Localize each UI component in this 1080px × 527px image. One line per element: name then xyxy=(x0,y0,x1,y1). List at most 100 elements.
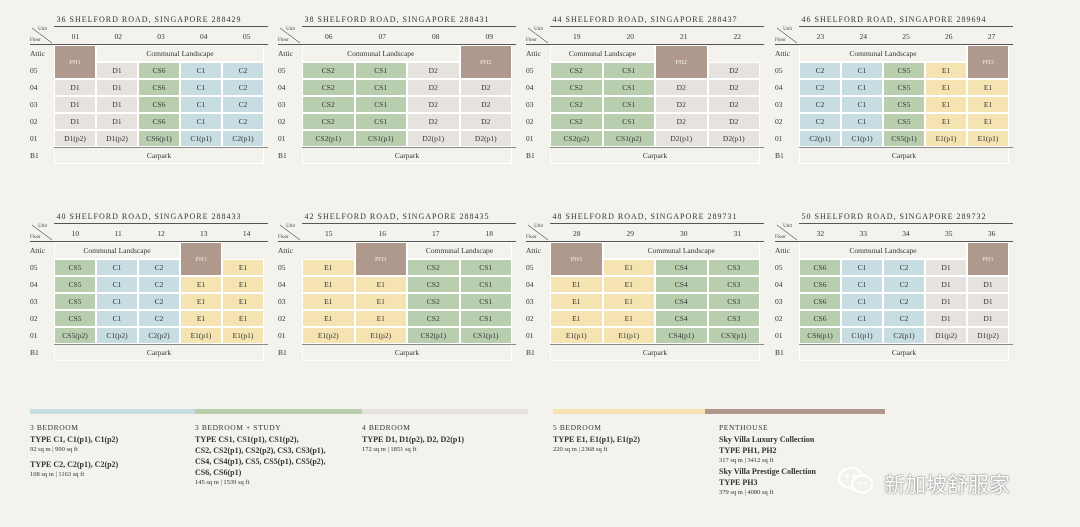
unit-number: 06 xyxy=(325,32,333,41)
unit-cell: CS5 xyxy=(54,293,96,310)
floor-axis-label: Floor xyxy=(30,38,41,43)
floor-label: 04 xyxy=(278,83,286,92)
unit-cell: C2 xyxy=(799,79,841,96)
floor-axis-label: Floor xyxy=(775,235,786,240)
floor-label: B1 xyxy=(775,348,784,357)
unit-number: 04 xyxy=(200,32,208,41)
legend-bar-penthouse xyxy=(705,409,885,414)
floor-label: 04 xyxy=(526,280,534,289)
unit-cell: D2 xyxy=(407,96,460,113)
shared-area: Carpark xyxy=(550,147,760,164)
unit-cell: D2 xyxy=(707,113,760,130)
unit-cell: CS1(p1) xyxy=(459,327,512,344)
unit-header-row: Unit Floor 23 24 25 26 27 xyxy=(775,27,1013,44)
legend-heading: 5 BEDROOM xyxy=(553,423,602,432)
unit-cell: D2 xyxy=(407,113,460,130)
unit-floor-corner: Unit Floor xyxy=(30,27,54,44)
floor-label: 01 xyxy=(30,134,38,143)
legend-size: 108 sq m | 1163 sq ft xyxy=(30,471,85,478)
floor-label: 03 xyxy=(526,297,534,306)
unit-cell: CS2(p2) xyxy=(550,130,603,147)
shared-area: Communal Landscape xyxy=(602,242,760,259)
unit-cell: CS1 xyxy=(354,62,407,79)
carpark-rule xyxy=(550,147,764,148)
unit-cell: D1(p2) xyxy=(96,130,138,147)
carpark-rule xyxy=(799,147,1013,148)
unit-cell: D1 xyxy=(925,259,967,276)
unit-number: 24 xyxy=(859,32,867,41)
unit-cell: CS2 xyxy=(550,79,603,96)
unit-cell: C1(p1) xyxy=(841,327,883,344)
floor-label: 02 xyxy=(30,314,38,323)
floor-label: 03 xyxy=(775,297,783,306)
penthouse-unit: PH3 xyxy=(967,45,1009,79)
unit-cell: C2 xyxy=(222,113,264,130)
unit-cell: CS6(p1) xyxy=(138,130,180,147)
floor-label: 03 xyxy=(278,100,286,109)
unit-grid: Communal Landscape PH1 CS6 C1 C2 D1 CS6 C1 C2 D1 D… xyxy=(799,242,1013,361)
unit-cell: CS2 xyxy=(302,113,355,130)
unit-cell: CS1 xyxy=(354,79,407,96)
unit-cell: C2 xyxy=(138,276,180,293)
unit-cell: E1 xyxy=(222,276,264,293)
title-rule xyxy=(550,223,764,224)
unit-cell: CS1 xyxy=(459,276,512,293)
floor-label: 04 xyxy=(278,280,286,289)
unit-cell: CS3 xyxy=(707,293,760,310)
legend-4-bedroom: 4 BEDROOM TYPE D1, D1(p2), D2, D2(p1) 17… xyxy=(362,422,527,455)
unit-cell: CS1 xyxy=(354,96,407,113)
unit-cell: D1 xyxy=(967,310,1009,327)
shared-area: Carpark xyxy=(302,344,512,361)
unit-cell: CS2(p1) xyxy=(302,130,355,147)
building-block: 50 SHELFORD ROAD, SINGAPORE 289732 Unit Fl… xyxy=(775,211,1013,361)
unit-header-row: Unit Floor 32 33 34 35 36 xyxy=(775,224,1013,241)
floor-label: 03 xyxy=(30,297,38,306)
shared-area: Carpark xyxy=(54,147,264,164)
building-block: 46 SHELFORD ROAD, SINGAPORE 289694 Unit Fl… xyxy=(775,14,1013,164)
unit-floor-corner: Unit Floor xyxy=(775,224,799,241)
unit-floor-corner: Unit Floor xyxy=(526,224,550,241)
unit-cell: CS1 xyxy=(602,79,655,96)
unit-cell: CS2 xyxy=(550,96,603,113)
shared-area: Communal Landscape xyxy=(407,242,512,259)
unit-axis-label: Unit xyxy=(534,224,543,229)
unit-cell: E1 xyxy=(550,293,603,310)
unit-cell: C1 xyxy=(841,310,883,327)
unit-cell: C2 xyxy=(138,310,180,327)
unit-cell: D1(p2) xyxy=(925,327,967,344)
unit-cell: CS4 xyxy=(655,310,708,327)
unit-cell: E1 xyxy=(602,276,655,293)
unit-cell: E1(p1) xyxy=(180,327,222,344)
unit-cell: C2(p1) xyxy=(883,327,925,344)
unit-cell: CS6 xyxy=(799,310,841,327)
unit-cell: CS1 xyxy=(459,310,512,327)
unit-number: 13 xyxy=(200,229,208,238)
penthouse-unit: PH3 xyxy=(550,242,603,276)
shared-area: Communal Landscape xyxy=(302,45,460,62)
unit-cell: CS6 xyxy=(799,293,841,310)
unit-cell: C2 xyxy=(799,113,841,130)
unit-cell: C1 xyxy=(180,62,222,79)
unit-cell: C2 xyxy=(883,310,925,327)
floor-label: 01 xyxy=(526,134,534,143)
unit-cell: CS3 xyxy=(707,259,760,276)
unit-number: 20 xyxy=(626,32,635,41)
legend-heading: PENTHOUSE xyxy=(719,423,769,432)
unit-cell: C1 xyxy=(841,276,883,293)
carpark-rule xyxy=(550,344,764,345)
unit-cell: CS2 xyxy=(407,259,460,276)
floor-label: 05 xyxy=(278,263,286,272)
shared-area: Communal Landscape xyxy=(96,45,264,62)
legend-type: TYPE PH1, PH2 xyxy=(719,446,777,455)
legend-size: 379 sq m | 4080 sq ft xyxy=(719,489,774,496)
unit-cell: CS2 xyxy=(407,276,460,293)
unit-cell: D2 xyxy=(407,79,460,96)
unit-cell: E1(p1) xyxy=(550,327,603,344)
floor-axis-label: Floor xyxy=(526,38,537,43)
legend-type: TYPE C2, C2(p1), C2(p2) xyxy=(30,460,119,469)
unit-cell: CS5 xyxy=(883,113,925,130)
legend-bar-3-bedroom-study xyxy=(195,409,362,414)
floor-label: 05 xyxy=(526,263,534,272)
unit-number: 19 xyxy=(573,32,581,41)
unit-cell: E1 xyxy=(354,310,407,327)
